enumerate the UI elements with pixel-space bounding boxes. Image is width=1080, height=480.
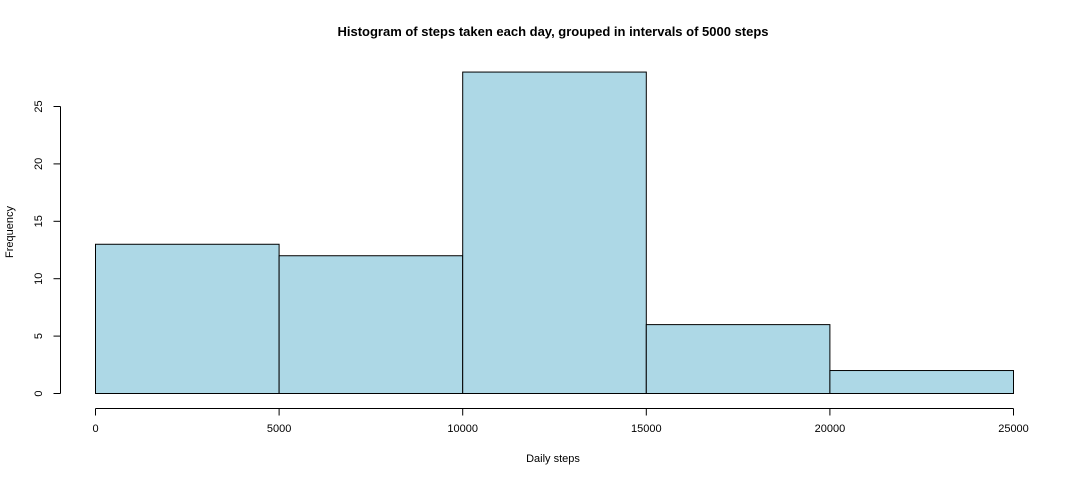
y-tick-label: 0 [33, 390, 45, 396]
histogram-bar [278, 255, 464, 394]
histogram-bar [95, 243, 280, 394]
chart-title: Histogram of steps taken each day, group… [337, 24, 768, 39]
x-tick-label: 5000 [267, 423, 291, 435]
histogram-bar [829, 370, 1015, 395]
y-axis-label: Frequency [4, 206, 16, 258]
y-axis: 0 5 10 15 20 25 [33, 100, 61, 397]
x-tick-label: 10000 [447, 423, 478, 435]
x-tick-label: 0 [92, 423, 98, 435]
x-axis-label: Daily steps [526, 453, 580, 465]
y-tick-label: 25 [33, 100, 45, 112]
bars-group [95, 71, 1015, 395]
x-tick-label: 20000 [815, 423, 846, 435]
histogram-bar [645, 324, 831, 394]
y-tick-label: 20 [33, 158, 45, 170]
histogram-bar [462, 71, 647, 394]
x-tick-label: 15000 [631, 423, 662, 435]
x-tick-label: 25000 [998, 423, 1029, 435]
y-tick-label: 5 [33, 333, 45, 339]
y-tick-label: 10 [33, 273, 45, 285]
y-tick-label: 15 [33, 215, 45, 227]
x-axis: 0 5000 10000 15000 20000 25000 [92, 408, 1029, 435]
